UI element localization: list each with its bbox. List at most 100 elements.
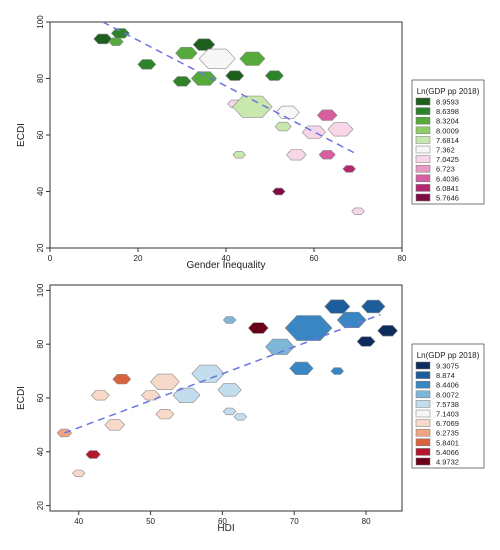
legend-swatch bbox=[415, 390, 431, 399]
data-point bbox=[155, 408, 175, 420]
legend-label: 7.5738 bbox=[436, 400, 459, 409]
data-point bbox=[141, 390, 161, 401]
chart-hdi: 40 50 60 70 80 20 40 60 80 100 HDI ECDI Ln(GDP p… bbox=[16, 283, 485, 534]
y-tick-label: 20 bbox=[36, 243, 45, 252]
x-axis-label-2: HDI bbox=[217, 523, 234, 534]
data-point bbox=[190, 71, 218, 86]
data-point bbox=[274, 121, 292, 132]
legend-label: 6.7069 bbox=[436, 419, 459, 428]
legend-1: Ln(GDP pp 2018) 8.95938.63988.32048.0009… bbox=[411, 79, 485, 205]
legend-swatch bbox=[415, 116, 431, 125]
legend-swatch bbox=[415, 400, 431, 408]
legend-label: 5.8401 bbox=[436, 438, 459, 447]
data-point bbox=[272, 187, 286, 196]
data-point bbox=[247, 322, 269, 334]
legend-swatch bbox=[415, 97, 431, 106]
data-point bbox=[104, 419, 126, 431]
y-ticks-1: 20 40 60 80 100 bbox=[36, 15, 50, 252]
legend-swatch bbox=[415, 193, 431, 202]
legend-label: 8.3204 bbox=[436, 117, 459, 126]
legend-swatch bbox=[415, 361, 431, 370]
legend-label: 7.0425 bbox=[436, 155, 459, 164]
x-tick-label: 50 bbox=[146, 517, 155, 526]
x-tick-label: 0 bbox=[48, 254, 53, 263]
data-point bbox=[172, 387, 201, 403]
data-point bbox=[286, 149, 307, 161]
legend-label: 5.4066 bbox=[436, 448, 459, 457]
legend-swatch bbox=[415, 145, 431, 154]
legend-label: 8.4406 bbox=[436, 381, 459, 390]
data-point bbox=[225, 70, 245, 81]
legend-entries-1: 8.95938.63988.32048.00097.68147.3627.042… bbox=[415, 97, 459, 203]
y-tick-label: 40 bbox=[36, 447, 45, 456]
x-tick-label: 20 bbox=[134, 254, 143, 263]
data-layer-1 bbox=[93, 28, 365, 215]
legend-swatch bbox=[415, 126, 431, 135]
x-ticks-2: 40 50 60 70 80 bbox=[74, 511, 371, 526]
x-tick-label: 40 bbox=[222, 254, 231, 263]
data-point bbox=[112, 373, 132, 385]
data-point bbox=[191, 364, 225, 383]
data-point bbox=[222, 407, 237, 416]
data-point bbox=[93, 33, 113, 45]
y-tick-label: 100 bbox=[36, 15, 45, 29]
legend-label: 6.2735 bbox=[436, 429, 459, 438]
legend-label: 8.874 bbox=[436, 371, 455, 380]
y-ticks-2: 20 40 60 80 100 bbox=[36, 283, 50, 510]
legend-2: Ln(GDP pp 2018) 9.30758.8748.44068.00727… bbox=[411, 343, 485, 469]
data-point bbox=[172, 76, 192, 87]
legend-label: 6.4036 bbox=[436, 174, 459, 183]
y-tick-label: 40 bbox=[36, 187, 45, 196]
legend-label: 8.6398 bbox=[436, 107, 459, 116]
legend-label: 9.3075 bbox=[436, 362, 459, 371]
x-tick-label: 40 bbox=[74, 517, 83, 526]
y-axis-label-1: ECDI bbox=[16, 123, 27, 147]
data-point bbox=[232, 151, 246, 159]
data-point bbox=[327, 122, 354, 137]
data-point bbox=[222, 316, 237, 324]
y-tick-label: 100 bbox=[36, 283, 45, 297]
legend-title-1: Ln(GDP pp 2018) bbox=[417, 87, 480, 96]
legend-swatch bbox=[415, 380, 431, 389]
legend-swatch bbox=[415, 174, 431, 183]
data-point bbox=[318, 150, 336, 160]
legend-swatch bbox=[415, 184, 431, 192]
legend-label: 8.0009 bbox=[436, 126, 459, 135]
data-point bbox=[232, 95, 273, 118]
x-tick-label: 80 bbox=[362, 517, 371, 526]
y-axis-label-2: ECDI bbox=[16, 386, 27, 410]
data-point bbox=[289, 361, 314, 376]
x-tick-label: 70 bbox=[290, 517, 299, 526]
data-point bbox=[239, 51, 266, 66]
data-point bbox=[217, 383, 242, 397]
x-tick-label: 60 bbox=[218, 517, 227, 526]
data-point bbox=[265, 338, 295, 355]
data-layer-2 bbox=[56, 299, 398, 478]
y-tick-label: 20 bbox=[36, 501, 45, 510]
legend-label: 7.1403 bbox=[436, 410, 459, 419]
data-point bbox=[150, 373, 180, 390]
data-point bbox=[233, 413, 248, 421]
data-point bbox=[316, 109, 338, 121]
data-point bbox=[377, 325, 398, 337]
legend-swatch bbox=[415, 371, 431, 379]
data-point bbox=[110, 28, 130, 39]
legend-swatch bbox=[415, 457, 431, 466]
legend-swatch bbox=[415, 448, 431, 456]
data-point bbox=[342, 165, 356, 173]
legend-label: 8.9593 bbox=[436, 98, 459, 107]
y-tick-label: 60 bbox=[36, 130, 45, 139]
y-tick-label: 80 bbox=[36, 74, 45, 83]
legend-swatch bbox=[415, 438, 431, 447]
data-point bbox=[108, 37, 124, 46]
legend-label: 4.9732 bbox=[436, 458, 459, 467]
legend-swatch bbox=[415, 107, 431, 115]
legend-swatch bbox=[415, 136, 431, 144]
data-point bbox=[284, 315, 333, 341]
legend-swatch bbox=[415, 409, 431, 418]
data-point bbox=[351, 207, 365, 215]
data-point bbox=[137, 59, 157, 70]
data-point bbox=[336, 311, 367, 329]
